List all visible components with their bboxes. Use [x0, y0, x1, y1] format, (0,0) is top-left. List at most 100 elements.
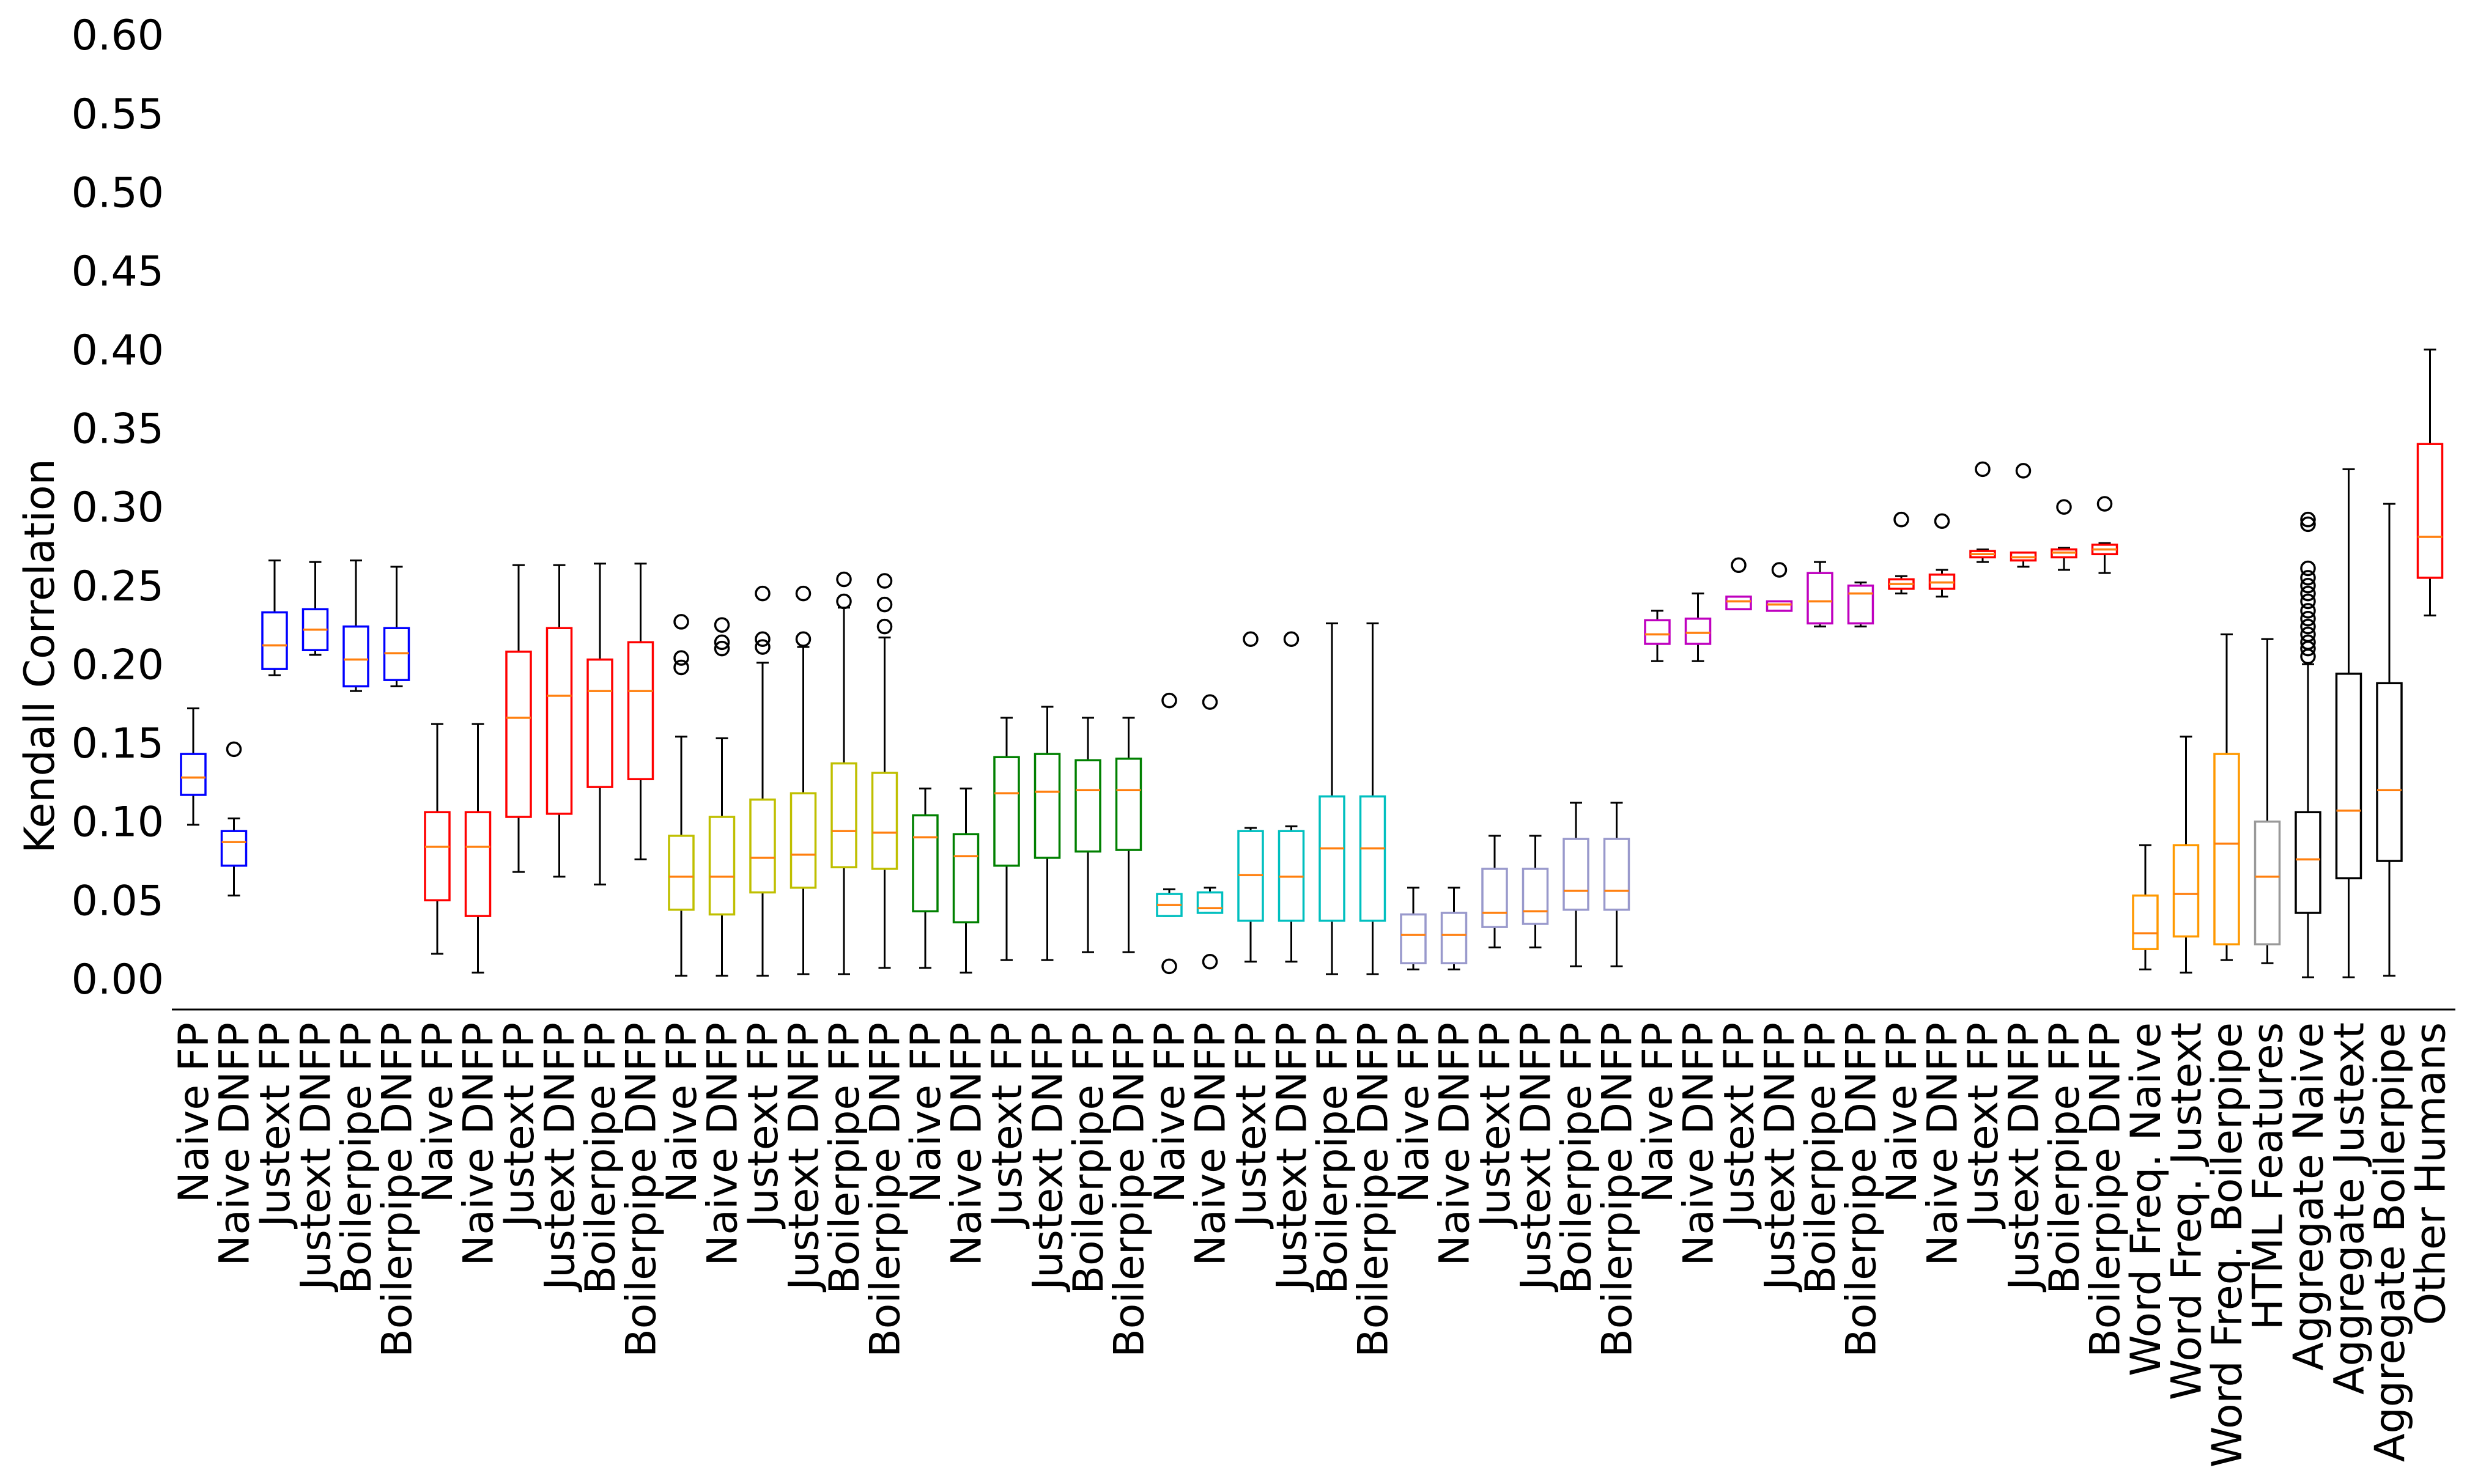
box-iqr [2295, 811, 2321, 914]
x-tick-label-43: Naive DNFP [1919, 1022, 1967, 1266]
y-tick-label-0: 0.00 [72, 956, 164, 1004]
box-20 [993, 717, 1020, 961]
y-tick-label-8: 0.40 [72, 327, 164, 375]
flier-point [2300, 618, 2316, 635]
box-55 [2416, 349, 2444, 617]
box-iqr [830, 762, 857, 869]
x-tick-label-19: Naive DNFP [943, 1022, 991, 1266]
box-0 [180, 707, 207, 826]
box-iqr [1684, 618, 1712, 645]
box-23 [1115, 717, 1142, 953]
box-iqr [1847, 585, 1874, 625]
box-14 [749, 585, 776, 977]
x-tick-label-24: Naive FP [1146, 1022, 1194, 1203]
box-iqr [749, 798, 776, 894]
y-axis-title: Kendall Correlation [16, 459, 64, 853]
box-iqr [1440, 912, 1468, 965]
x-tick-label-6: Naive FP [414, 1022, 462, 1203]
box-iqr [1522, 868, 1549, 925]
box-iqr [220, 830, 248, 867]
y-tick-label-2: 0.10 [72, 799, 164, 847]
x-tick-label-36: Naive FP [1634, 1022, 1682, 1203]
box-32 [1481, 835, 1508, 949]
box-iqr [1319, 795, 1345, 922]
box-iqr [1481, 868, 1508, 928]
flier-point [1893, 511, 1909, 528]
box-50 [2213, 633, 2240, 961]
flier-point [2300, 570, 2316, 586]
x-tick-label-17: Boilerpipe DNFP [862, 1022, 910, 1357]
box-2 [261, 559, 288, 676]
flier-point [755, 631, 771, 647]
flier-point [226, 741, 242, 758]
x-tick-label-12: Naive FP [658, 1022, 706, 1203]
boxes [180, 349, 2444, 978]
box-iqr [546, 627, 573, 815]
x-tick-label-55: Other Humans [2407, 1022, 2455, 1325]
x-tick-label-5: Boilerpipe DNFP [374, 1022, 422, 1357]
box-iqr [505, 651, 532, 818]
x-tick-label-49: Word Freq. Justext [2163, 1022, 2211, 1400]
box-42 [1888, 511, 1915, 595]
flier-point [2015, 463, 2032, 479]
x-tick-label-31: Naive DNFP [1431, 1022, 1479, 1266]
box-17 [871, 573, 898, 969]
flier-point [2096, 496, 2113, 512]
y-tick-label-1: 0.05 [72, 877, 164, 925]
x-tick-label-23: Boilerpipe DNFP [1106, 1022, 1154, 1357]
box-8 [505, 564, 532, 873]
box-26 [1237, 631, 1264, 963]
box-iqr [627, 641, 654, 780]
x-tick-label-37: Naive DNFP [1675, 1022, 1723, 1266]
flier-point [2300, 516, 2316, 533]
x-tick-label-35: Boilerpipe DNFP [1594, 1022, 1642, 1357]
y-tick-label-5: 0.25 [72, 563, 164, 611]
box-iqr [424, 811, 451, 902]
box-29 [1359, 622, 1386, 975]
box-19 [952, 788, 980, 974]
x-tick-label-48: Word Freq. Naive [2122, 1022, 2170, 1376]
x-tick-label-32: Justext FP [1471, 1022, 1520, 1230]
box-iqr [1034, 753, 1061, 859]
box-iqr [668, 835, 695, 911]
x-tick-label-40: Boilerpipe FP [1797, 1022, 1845, 1294]
box-36 [1644, 610, 1671, 662]
x-tick-label-46: Boilerpipe FP [2041, 1022, 2089, 1294]
flier-point [876, 573, 893, 589]
flier-point [2300, 578, 2316, 594]
x-tick-label-39: Justext DNFP [1756, 1022, 1805, 1293]
box-iqr [708, 816, 736, 916]
box-iqr [2213, 753, 2240, 946]
box-37 [1684, 592, 1712, 662]
x-tick-label-52: Aggregate Naive [2285, 1022, 2333, 1371]
x-tick-label-41: Boilerpipe DNFP [1838, 1022, 1886, 1357]
box-iqr [790, 792, 817, 889]
x-tick-label-25: Naive DNFP [1187, 1022, 1235, 1266]
box-48 [2132, 844, 2159, 971]
x-tick-label-16: Boilerpipe FP [821, 1022, 869, 1294]
box-3 [301, 561, 329, 656]
box-49 [2172, 736, 2200, 974]
x-tick-label-20: Justext FP [983, 1022, 1032, 1230]
y-tick-label-9: 0.45 [72, 248, 164, 296]
box-25 [1196, 694, 1224, 970]
box-10 [586, 563, 613, 886]
flier-point [1202, 694, 1218, 710]
flier-point [714, 640, 730, 657]
box-39 [1766, 562, 1793, 612]
x-tick-label-4: Boilerpipe FP [333, 1022, 381, 1294]
box-iqr [180, 753, 207, 796]
box-iqr [1766, 600, 1793, 612]
box-30 [1400, 887, 1427, 971]
flier-point [673, 659, 689, 676]
flier-point [1161, 958, 1177, 975]
x-tick-label-50: Word Freq. Boilerpipe [2203, 1022, 2252, 1467]
box-iqr [1400, 913, 1427, 965]
box-iqr [1725, 596, 1752, 611]
box-22 [1074, 717, 1101, 953]
box-iqr [1603, 838, 1630, 911]
box-28 [1319, 622, 1345, 975]
flier-point [876, 618, 893, 635]
